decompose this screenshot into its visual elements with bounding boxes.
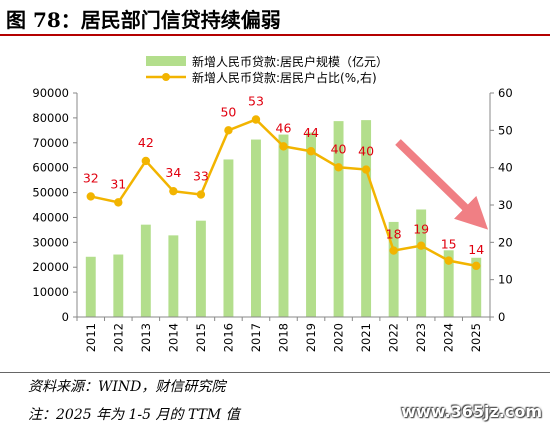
legend-line-marker <box>162 73 170 81</box>
x-tick-label-2013: 2013 <box>139 323 153 352</box>
bar-2019 <box>306 132 316 317</box>
share-point-2014 <box>169 186 178 196</box>
y-left-tick-label: 10000 <box>32 285 69 299</box>
data-label-2012: 31 <box>110 176 126 191</box>
share-point-2022 <box>389 246 398 255</box>
footnote: 注：2025 年为 1-5 月的 TTM 值 <box>28 407 240 423</box>
share-point-2013 <box>141 156 151 166</box>
bar-2011 <box>85 256 96 317</box>
figure-title: 图 78：居民部门信贷持续偏弱 <box>6 8 281 32</box>
y-right-tick-label: 20 <box>498 235 513 249</box>
y-left-tick-label: 0 <box>62 310 69 324</box>
data-label-2015: 33 <box>193 169 209 184</box>
data-label-2025: 14 <box>468 242 484 257</box>
bar-2012 <box>113 254 124 317</box>
trend-arrow <box>395 139 489 230</box>
x-tick-label-2022: 2022 <box>387 323 401 352</box>
x-tick-label-2014: 2014 <box>166 323 180 352</box>
share-point-2024 <box>444 256 453 265</box>
x-tick-label-2018: 2018 <box>277 323 291 352</box>
y-left-tick-label: 50000 <box>32 186 69 200</box>
share-point-2025 <box>472 261 481 271</box>
legend-bar-swatch <box>146 56 186 66</box>
x-tick-label-2011: 2011 <box>84 323 98 352</box>
bar-2018 <box>278 134 289 317</box>
bar-2022 <box>388 221 399 317</box>
bar-2015 <box>195 220 206 317</box>
title-rule <box>0 34 550 36</box>
bar-2021 <box>361 120 372 317</box>
share-point-2018 <box>279 142 288 151</box>
y-right-tick-label: 60 <box>498 86 513 100</box>
chart: 0 10000 20000 30000 40000 50000 60000 70000 8000… <box>32 54 513 352</box>
x-tick-label-2023: 2023 <box>414 323 428 352</box>
legend-bar-label: 新增人民币贷款:居民户规模（亿元） <box>192 54 388 69</box>
y-right-tick-label: 0 <box>498 310 505 324</box>
bar-2024 <box>443 250 454 317</box>
y-left-tick-label: 80000 <box>32 111 69 125</box>
y-left-tick-label: 40000 <box>32 210 69 224</box>
data-label-2017: 53 <box>248 94 264 109</box>
y-right-tick-label: 10 <box>498 273 513 287</box>
x-tick-label-2012: 2012 <box>111 323 125 352</box>
y-right-tick-label: 40 <box>498 161 513 175</box>
share-point-2023 <box>416 241 426 250</box>
y-left-tick-label: 30000 <box>32 235 69 249</box>
share-point-2015 <box>196 190 206 199</box>
share-point-2011 <box>86 192 95 201</box>
bar-2013 <box>140 224 151 317</box>
data-label-2022: 18 <box>386 227 402 242</box>
bar-2025 <box>471 257 482 317</box>
source-note: 资料来源：WIND，财信研究院 <box>28 379 226 395</box>
watermark: www.365jz.com <box>401 402 542 421</box>
bar-2017 <box>251 139 261 317</box>
bottom-rule <box>0 372 550 373</box>
data-label-2014: 34 <box>165 165 181 180</box>
bar-2020 <box>333 121 344 317</box>
data-label-2011: 32 <box>83 170 99 185</box>
share-point-2016 <box>224 126 233 135</box>
legend-line-label: 新增人民币贷款:居民户占比(%,右) <box>192 70 377 85</box>
bar-2014 <box>168 235 179 317</box>
data-label-2016: 50 <box>220 104 236 119</box>
share-point-2012 <box>114 198 123 207</box>
y-right-tick-label: 30 <box>498 198 513 212</box>
bar-2016 <box>223 159 234 317</box>
bar-2023 <box>416 209 427 317</box>
x-tick-label-2020: 2020 <box>332 323 346 352</box>
x-tick-label-2019: 2019 <box>304 323 318 352</box>
y-left-tick-label: 20000 <box>32 260 69 274</box>
y-left-tick-label: 60000 <box>32 161 69 175</box>
y-left-tick-label: 70000 <box>32 136 69 150</box>
share-point-2020 <box>334 163 343 172</box>
data-label-2023: 19 <box>413 222 429 237</box>
x-tick-label-2021: 2021 <box>359 323 373 352</box>
x-tick-label-2016: 2016 <box>221 323 235 352</box>
x-tick-label-2025: 2025 <box>469 323 483 352</box>
y-left-tick-label: 90000 <box>32 86 69 100</box>
x-tick-label-2015: 2015 <box>194 323 208 352</box>
data-label-2018: 46 <box>276 120 292 135</box>
x-tick-label-2017: 2017 <box>249 323 263 352</box>
x-tick-label-2024: 2024 <box>442 323 456 352</box>
data-label-2021: 40 <box>358 144 374 159</box>
data-label-2019: 44 <box>303 125 319 140</box>
share-point-2019 <box>306 147 316 156</box>
y-right-tick-label: 50 <box>498 123 513 137</box>
share-point-2021 <box>361 165 371 174</box>
share-point-2017 <box>251 115 261 124</box>
data-label-2024: 15 <box>441 237 457 252</box>
data-label-2013: 42 <box>138 135 154 150</box>
data-label-2020: 40 <box>331 141 347 156</box>
